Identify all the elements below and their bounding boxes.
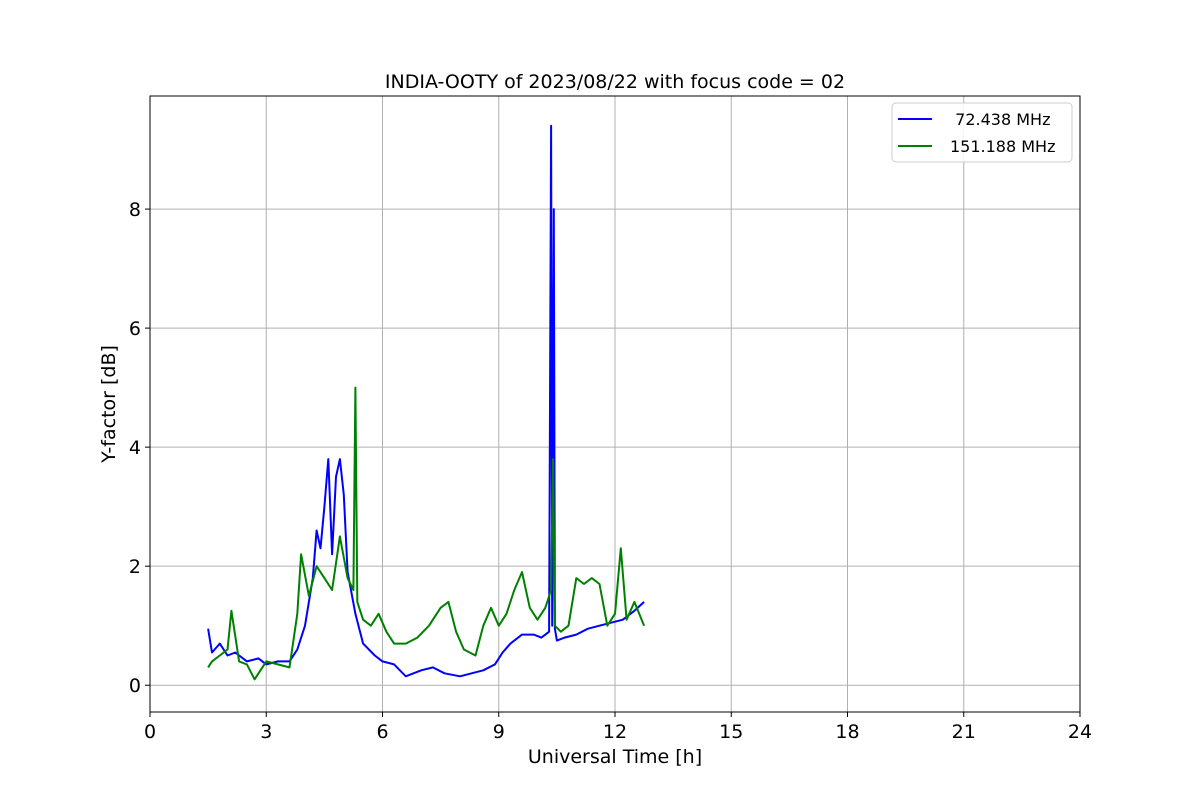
x-tick-label: 0 (144, 721, 156, 743)
y-tick-label: 4 (129, 437, 141, 459)
y-tick-label: 6 (129, 318, 141, 340)
y-tick-label: 0 (129, 675, 141, 697)
legend-box (891, 102, 1073, 163)
legend: 72.438 MHz 151.188 MHz (891, 102, 1073, 163)
x-axis-ticks: 0 3 6 9 12 15 18 21 24 (144, 712, 1092, 743)
x-tick-label: 21 (952, 721, 976, 743)
series-line-1 (207, 386, 646, 681)
x-tick-label: 3 (260, 721, 272, 743)
x-tick-label: 6 (376, 721, 388, 743)
legend-label-72mhz: 72.438 MHz (945, 110, 1050, 129)
y-tick-label: 2 (129, 556, 141, 578)
x-tick-label: 9 (493, 721, 505, 743)
legend-label-151mhz: 151.188 MHz (950, 137, 1055, 156)
y-axis-title: Y-factor [dB] (98, 345, 120, 464)
x-tick-label: 12 (603, 721, 627, 743)
x-tick-label: 15 (719, 721, 743, 743)
x-tick-label: 24 (1068, 721, 1092, 743)
y-axis-ticks: 0 2 4 6 8 (129, 199, 150, 697)
x-axis-title: Universal Time [h] (528, 746, 702, 768)
y-tick-label: 8 (129, 199, 141, 221)
series-lines (207, 124, 646, 681)
chart-title: INDIA-OOTY of 2023/08/22 with focus code… (385, 71, 845, 93)
x-tick-label: 18 (835, 721, 859, 743)
